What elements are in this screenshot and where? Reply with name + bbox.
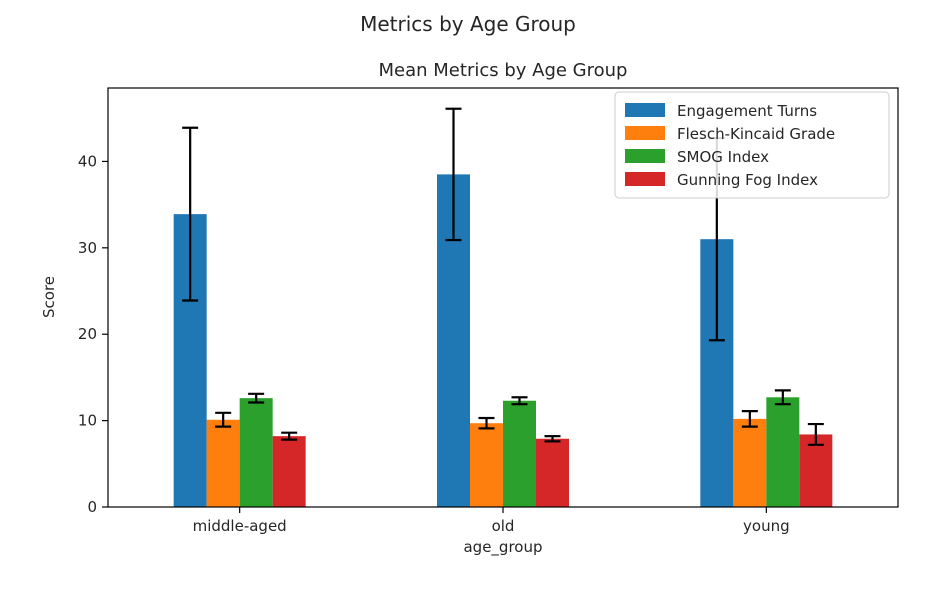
bar-gunning-fog-index-young (799, 434, 833, 507)
bar-gunning-fog-index-old (536, 438, 569, 507)
error-bar (478, 416, 495, 430)
bar-gunning-fog-index-middle-aged (272, 436, 306, 507)
error-bar (544, 435, 561, 443)
bar-smog-index-young (766, 397, 800, 507)
error-bar (445, 107, 462, 242)
y-tick-label: 0 (87, 498, 97, 516)
legend-label: Engagement Turns (677, 102, 817, 120)
x-tick-label: young (743, 517, 790, 535)
legend-swatch (625, 149, 665, 163)
legend-swatch (625, 103, 665, 117)
error-bar (774, 389, 791, 406)
bar-flesch-kincaid-grade-young (733, 418, 767, 507)
error-bar (182, 126, 199, 302)
error-bar (248, 392, 265, 404)
bar-smog-index-middle-aged (239, 398, 273, 507)
legend-label: Flesch-Kincaid Grade (677, 125, 835, 143)
legend-label: SMOG Index (677, 148, 769, 166)
bar-flesch-kincaid-grade-middle-aged (206, 419, 240, 507)
figure-suptitle: Metrics by Age Group (360, 12, 576, 36)
error-bar (741, 410, 758, 428)
x-tick-label: old (492, 517, 515, 535)
error-bar (807, 422, 824, 446)
legend-box (614, 91, 890, 199)
legend-swatch (625, 172, 665, 186)
error-bar (281, 431, 298, 441)
x-axis-label: age_group (463, 538, 542, 557)
x-tick-label: middle-aged (193, 517, 287, 535)
bars-layer (173, 107, 833, 508)
y-tick-label: 10 (78, 412, 97, 430)
y-tick-label: 30 (78, 239, 97, 257)
bar-smog-index-old (503, 400, 536, 507)
error-bar (215, 411, 232, 428)
y-tick-label: 20 (78, 325, 97, 343)
axes-layer: 0 10 20 30 40 middle-aged old young (78, 87, 899, 535)
legend: Engagement Turns Flesch-Kincaid Grade SMOG… (614, 91, 890, 199)
legend-label: Gunning Fog Index (677, 171, 818, 189)
y-axis-label: Score (40, 276, 58, 318)
legend-swatch (625, 126, 665, 140)
bar-flesch-kincaid-grade-old (470, 423, 503, 507)
y-tick-label: 40 (78, 152, 97, 170)
chart-title: Mean Metrics by Age Group (379, 60, 628, 81)
error-bar (511, 396, 528, 406)
